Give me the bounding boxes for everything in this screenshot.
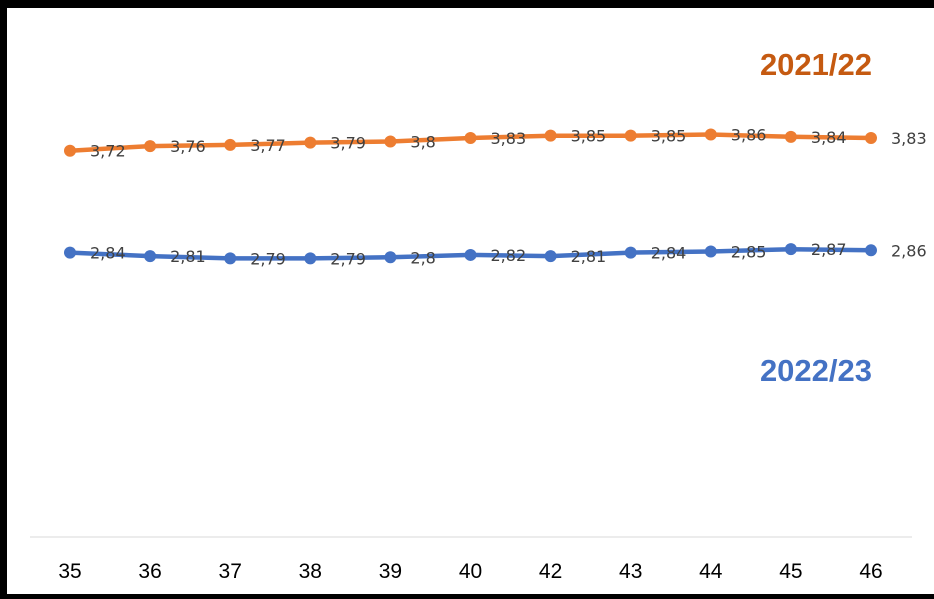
data-point: [144, 140, 157, 153]
data-label: 2,81: [170, 247, 206, 266]
data-label: 2,86: [891, 241, 927, 260]
series-2022-23: 2,84 2,81 2,79 2,79 2,8 2,82 2,81 2,84 2,85 2,87 2…: [64, 240, 927, 268]
data-label: 2,87: [811, 240, 847, 259]
data-label: 3,86: [731, 126, 767, 145]
data-point: [224, 252, 237, 265]
x-tick-labels: 35 36 37 38 39 40 42 43 44 45 46: [58, 560, 882, 583]
data-point: [704, 245, 717, 258]
data-label: 2,84: [90, 244, 126, 263]
data-label: 3,85: [571, 127, 607, 146]
series-2021-22: 3,72 3,76 3,77 3,79 3,8 3,83 3,85 3,85 3,86 3,84 3…: [64, 126, 927, 161]
data-label: 3,77: [250, 136, 286, 155]
data-point: [624, 129, 637, 142]
data-point: [464, 131, 477, 144]
x-tick-label: 45: [779, 560, 802, 583]
data-label: 2,85: [731, 242, 767, 261]
data-label: 3,85: [651, 127, 687, 146]
data-label: 2,79: [250, 249, 286, 268]
data-point: [784, 243, 797, 256]
series-layer: 3,72 3,76 3,77 3,79 3,8 3,83 3,85 3,85 3,86 3,84 3…: [64, 126, 927, 268]
x-tick-label: 44: [699, 560, 723, 583]
data-point: [464, 248, 477, 261]
x-tick-label: 46: [859, 560, 882, 583]
x-tick-label: 36: [138, 560, 161, 583]
data-point: [865, 131, 877, 144]
data-label: 3,76: [170, 137, 206, 156]
data-label: 2,8: [410, 248, 435, 267]
data-point: [704, 128, 717, 141]
data-point: [144, 250, 157, 263]
series-title-2022-23: 2022/23: [760, 353, 872, 388]
data-point: [544, 250, 557, 263]
x-tick-label: 42: [539, 560, 562, 583]
data-point: [304, 136, 317, 149]
x-tick-label: 40: [459, 560, 482, 583]
data-point: [784, 130, 797, 143]
data-label: 2,81: [571, 247, 607, 266]
data-point: [224, 138, 237, 151]
data-label: 3,83: [491, 129, 527, 148]
data-label: 2,84: [651, 244, 687, 263]
data-label: 3,84: [811, 128, 847, 147]
x-tick-label: 43: [619, 560, 642, 583]
data-point: [384, 251, 397, 264]
data-point: [384, 135, 397, 148]
x-tick-label: 37: [219, 560, 242, 583]
data-label: 3,83: [891, 129, 927, 148]
data-point: [624, 246, 637, 259]
data-point: [865, 244, 877, 257]
series-title-2021-22: 2021/22: [760, 47, 872, 82]
data-label: 2,79: [330, 249, 366, 268]
data-point: [64, 246, 76, 259]
data-label: 3,72: [90, 142, 126, 161]
x-tick-label: 38: [299, 560, 322, 583]
data-point: [64, 144, 76, 157]
data-label: 3,79: [330, 134, 366, 153]
data-point: [544, 129, 557, 142]
x-tick-label: 35: [58, 560, 81, 583]
data-point: [304, 252, 317, 265]
data-label: 3,8: [410, 132, 435, 151]
x-tick-label: 39: [379, 560, 402, 583]
data-label: 2,82: [491, 246, 527, 265]
